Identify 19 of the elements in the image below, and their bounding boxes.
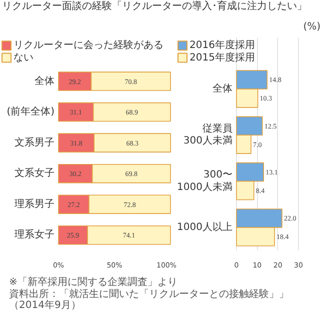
y-tick-label: 全体 bbox=[212, 82, 232, 94]
x-axis-title: (%) bbox=[303, 22, 320, 32]
legend-label: リクルーターに会った経験がある bbox=[14, 39, 164, 52]
y-tick-label: 300〜 1000人未満 bbox=[177, 170, 233, 193]
y-tick-label: (前年全体) bbox=[6, 106, 55, 118]
chart-title: リクルーター面談の経験 bbox=[2, 0, 112, 13]
chart-title: 「リクルーターの導入･育成に注力したい」 bbox=[112, 0, 307, 13]
y-tick-label: 理系男子 bbox=[14, 198, 54, 210]
y-tick-label: 1000人以上 bbox=[177, 220, 233, 233]
legend-label: 2016年度採用 bbox=[190, 39, 255, 52]
y-tick-label: 全体 bbox=[34, 74, 54, 87]
y-tick-label: 理系女子 bbox=[14, 228, 54, 241]
legend-label: 2015年度採用 bbox=[190, 51, 255, 64]
y-tick-label: 従業員 300人未満 bbox=[183, 122, 233, 147]
text: 資料出所：「就活生に聞いた「リクルーターとの接触経験」」（2014年9月） bbox=[9, 288, 289, 311]
y-tick-label: 文系男子 bbox=[14, 136, 54, 148]
legend-label: ない bbox=[14, 52, 34, 64]
text: ※「新卒採用に関する企業調査」より bbox=[9, 277, 178, 288]
y-tick-label: 文系女子 bbox=[14, 167, 54, 180]
